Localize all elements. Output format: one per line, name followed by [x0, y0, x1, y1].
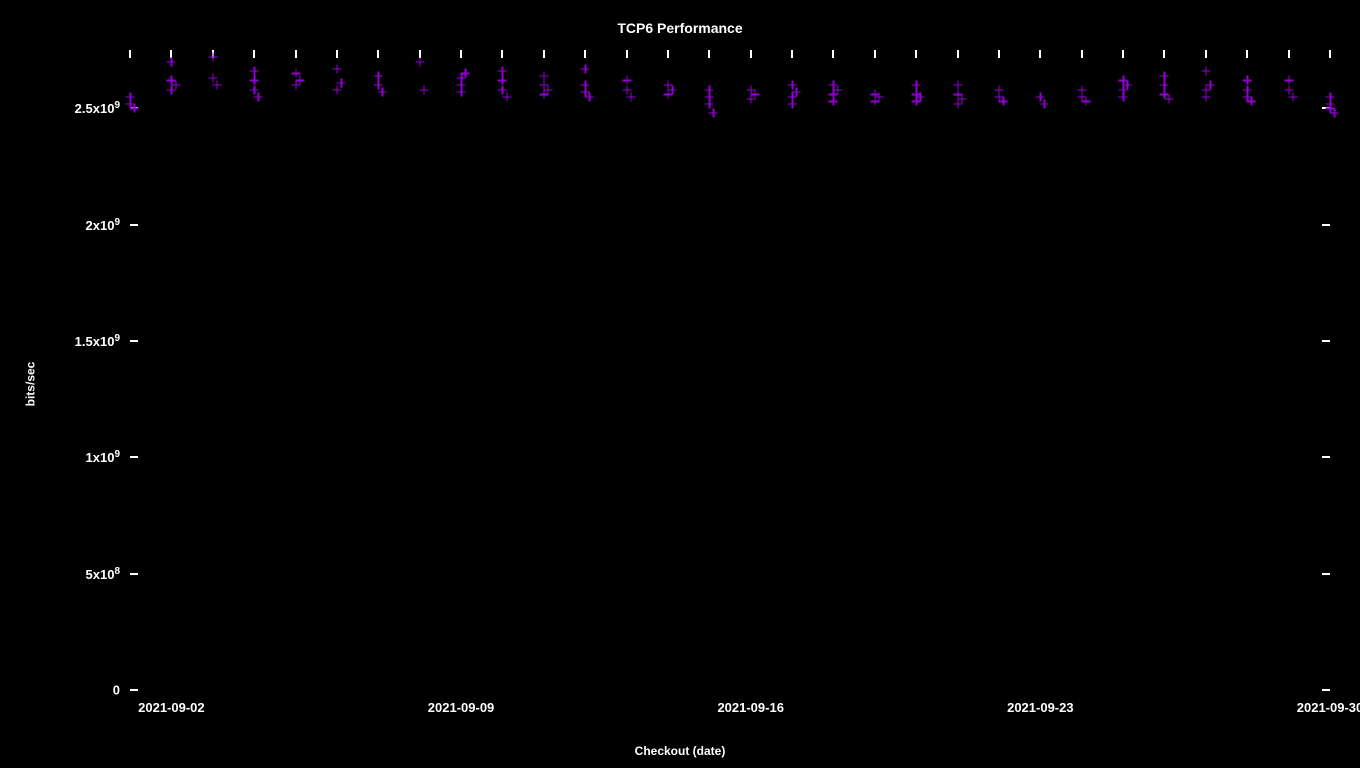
plot-area	[130, 50, 1330, 690]
x-tick	[1205, 50, 1207, 58]
x-tick-label: 2021-09-16	[717, 700, 784, 715]
y-tick	[130, 456, 138, 458]
x-tick	[501, 50, 503, 58]
x-tick	[750, 50, 752, 58]
x-tick-label: 2021-09-23	[1007, 700, 1074, 715]
y-tick	[1322, 340, 1330, 342]
x-tick	[1163, 50, 1165, 58]
x-tick	[1246, 50, 1248, 58]
x-tick-label: 2021-09-30	[1297, 700, 1360, 715]
x-tick	[1288, 50, 1290, 58]
x-tick	[295, 50, 297, 58]
y-tick	[1322, 689, 1330, 691]
y-tick-label: 2x109	[86, 216, 120, 232]
x-tick	[1122, 50, 1124, 58]
x-tick	[170, 50, 172, 58]
y-tick	[1322, 107, 1330, 109]
y-axis-label: bits/sec	[23, 362, 37, 407]
x-tick	[377, 50, 379, 58]
x-tick	[998, 50, 1000, 58]
x-tick	[1329, 50, 1331, 58]
y-tick	[1322, 224, 1330, 226]
y-tick	[130, 224, 138, 226]
y-tick	[130, 107, 138, 109]
y-tick	[130, 340, 138, 342]
x-tick	[584, 50, 586, 58]
chart-title: TCP6 Performance	[0, 20, 1360, 36]
y-tick-label: 5x108	[86, 565, 120, 581]
y-tick-label: 1x109	[86, 449, 120, 465]
x-tick	[957, 50, 959, 58]
y-tick	[1322, 456, 1330, 458]
x-tick-label: 2021-09-09	[428, 700, 495, 715]
y-tick-label: 1.5x109	[75, 333, 120, 349]
x-tick	[1081, 50, 1083, 58]
x-tick	[460, 50, 462, 58]
x-tick-label: 2021-09-02	[138, 700, 205, 715]
x-tick	[1039, 50, 1041, 58]
x-tick	[626, 50, 628, 58]
y-tick	[130, 573, 138, 575]
y-tick	[130, 689, 138, 691]
x-tick	[336, 50, 338, 58]
x-tick	[543, 50, 545, 58]
x-tick	[667, 50, 669, 58]
x-tick	[419, 50, 421, 58]
x-axis-label: Checkout (date)	[0, 744, 1360, 758]
x-tick	[791, 50, 793, 58]
y-tick-label: 0	[113, 683, 120, 698]
x-tick	[129, 50, 131, 58]
x-tick	[212, 50, 214, 58]
x-tick	[253, 50, 255, 58]
y-tick	[1322, 573, 1330, 575]
x-tick	[708, 50, 710, 58]
y-tick-label: 2.5x109	[75, 100, 120, 116]
x-tick	[874, 50, 876, 58]
x-tick	[915, 50, 917, 58]
data-point	[1330, 108, 1339, 117]
x-tick	[832, 50, 834, 58]
